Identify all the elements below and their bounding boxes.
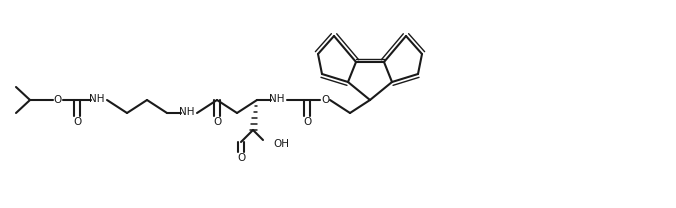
Text: O: O (213, 117, 221, 127)
Text: NH: NH (179, 107, 195, 117)
Text: O: O (54, 95, 62, 105)
Text: O: O (321, 95, 329, 105)
Text: NH: NH (269, 94, 285, 104)
Text: O: O (303, 117, 311, 127)
Text: O: O (73, 117, 81, 127)
Text: NH: NH (89, 94, 105, 104)
Text: O: O (237, 153, 245, 163)
Text: OH: OH (273, 139, 289, 149)
